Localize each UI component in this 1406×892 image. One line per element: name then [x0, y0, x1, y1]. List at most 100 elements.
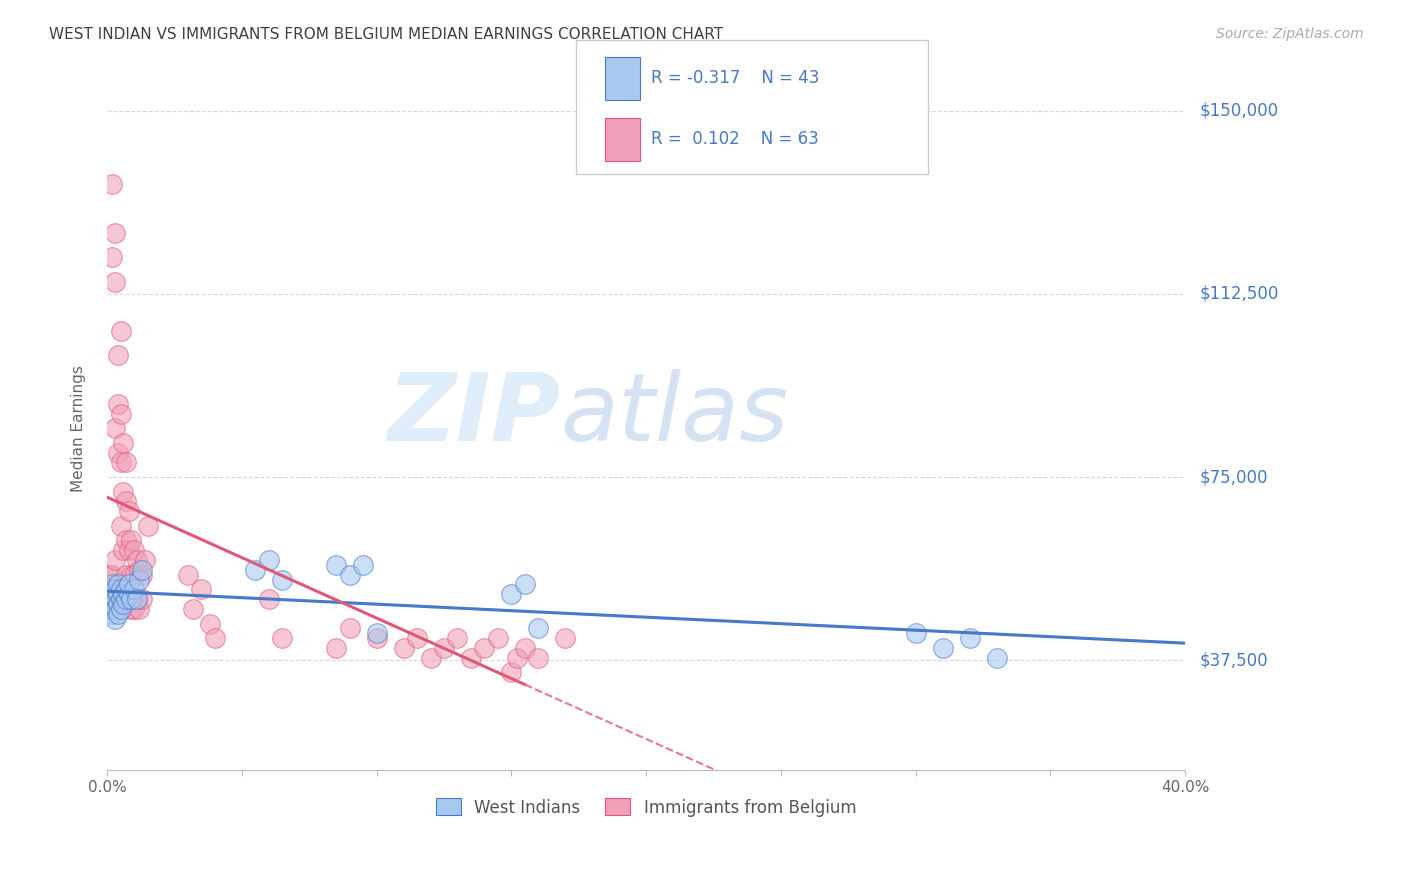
Point — [325, 640, 347, 655]
Point — [110, 324, 132, 338]
Point — [117, 577, 139, 591]
Point — [107, 607, 129, 621]
Point — [98, 567, 121, 582]
Point — [117, 543, 139, 558]
Point — [352, 558, 374, 572]
Point — [101, 587, 124, 601]
Point — [204, 631, 226, 645]
Point — [101, 607, 124, 621]
Point — [339, 567, 361, 582]
Text: ZIP: ZIP — [387, 368, 560, 460]
Point — [513, 577, 536, 591]
Point — [325, 558, 347, 572]
Point — [366, 631, 388, 645]
Point — [177, 567, 200, 582]
Point — [98, 582, 121, 597]
Point — [101, 567, 124, 582]
Point — [101, 250, 124, 264]
Point — [115, 567, 138, 582]
Point — [104, 582, 127, 597]
Point — [117, 592, 139, 607]
Point — [110, 582, 132, 597]
Point — [112, 587, 135, 601]
Point — [474, 640, 496, 655]
Point — [107, 587, 129, 601]
Point — [131, 563, 153, 577]
Point — [183, 602, 205, 616]
Point — [931, 640, 953, 655]
Text: $150,000: $150,000 — [1199, 102, 1278, 120]
Point — [101, 577, 124, 591]
Point — [128, 573, 150, 587]
Point — [120, 567, 142, 582]
Point — [486, 631, 509, 645]
Point — [104, 275, 127, 289]
Point — [104, 553, 127, 567]
Point — [366, 626, 388, 640]
Point — [112, 597, 135, 611]
Point — [125, 553, 148, 567]
Point — [125, 592, 148, 607]
Point — [110, 602, 132, 616]
Point — [110, 455, 132, 469]
Point — [110, 407, 132, 421]
Point — [506, 650, 529, 665]
Point — [959, 631, 981, 645]
Point — [115, 533, 138, 548]
Text: $37,500: $37,500 — [1199, 651, 1268, 669]
Point — [120, 533, 142, 548]
Point — [419, 650, 441, 665]
Point — [117, 587, 139, 601]
Point — [257, 592, 280, 607]
Point — [98, 582, 121, 597]
Point — [128, 563, 150, 577]
Point — [101, 177, 124, 191]
Point — [120, 592, 142, 607]
Point — [131, 592, 153, 607]
Point — [115, 592, 138, 607]
Point — [104, 421, 127, 435]
Point — [104, 226, 127, 240]
Text: R =  0.102    N = 63: R = 0.102 N = 63 — [651, 130, 818, 148]
Point — [122, 602, 145, 616]
Point — [98, 592, 121, 607]
Point — [98, 602, 121, 616]
Point — [125, 592, 148, 607]
Point — [986, 650, 1008, 665]
Point — [104, 592, 127, 607]
Point — [107, 445, 129, 459]
Text: Source: ZipAtlas.com: Source: ZipAtlas.com — [1216, 27, 1364, 41]
Point — [446, 631, 468, 645]
Point — [136, 519, 159, 533]
Text: $75,000: $75,000 — [1199, 468, 1268, 486]
Point — [107, 397, 129, 411]
Point — [904, 626, 927, 640]
Point — [190, 582, 212, 597]
Point — [101, 597, 124, 611]
Point — [271, 573, 294, 587]
Point — [107, 597, 129, 611]
Point — [527, 650, 550, 665]
Point — [112, 484, 135, 499]
Point — [513, 640, 536, 655]
Point — [271, 631, 294, 645]
Point — [257, 553, 280, 567]
Point — [460, 650, 482, 665]
Point — [107, 348, 129, 362]
Point — [339, 621, 361, 635]
Text: atlas: atlas — [560, 369, 789, 460]
Point — [501, 587, 523, 601]
Point — [117, 504, 139, 518]
Text: $112,500: $112,500 — [1199, 285, 1278, 303]
Legend: West Indians, Immigrants from Belgium: West Indians, Immigrants from Belgium — [429, 792, 863, 823]
Point — [501, 665, 523, 680]
Point — [392, 640, 415, 655]
Point — [115, 455, 138, 469]
Point — [527, 621, 550, 635]
Point — [128, 602, 150, 616]
Point — [134, 553, 156, 567]
Point — [406, 631, 429, 645]
Point — [122, 582, 145, 597]
Text: R = -0.317    N = 43: R = -0.317 N = 43 — [651, 70, 820, 87]
Point — [131, 567, 153, 582]
